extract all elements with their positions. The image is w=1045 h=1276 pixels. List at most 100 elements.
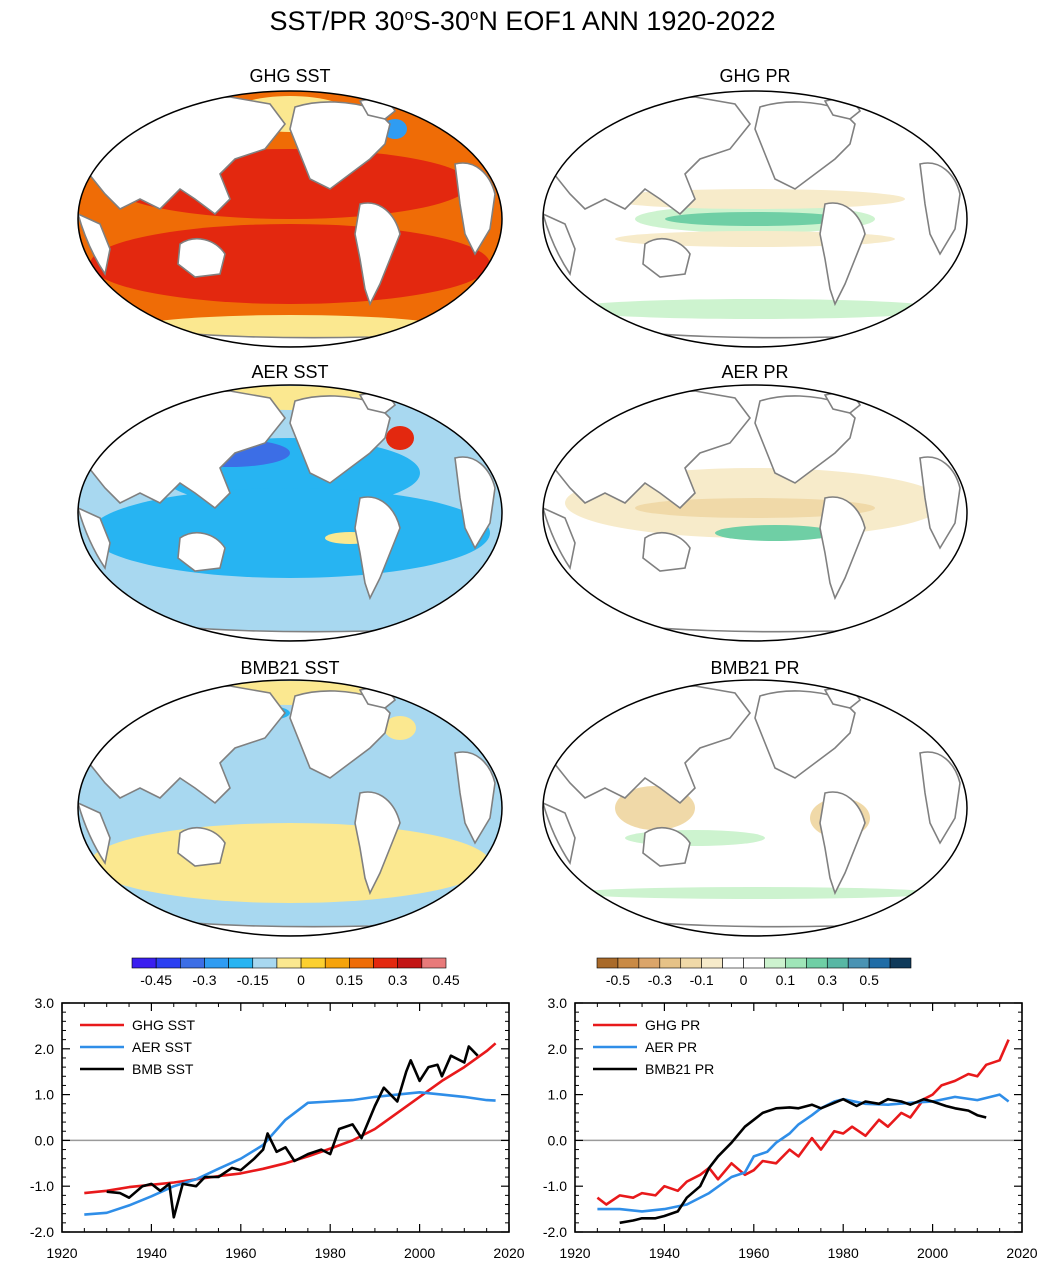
map-border (542, 90, 968, 348)
colorbar-label: 0.15 (336, 972, 363, 988)
x-tick-label: 1960 (225, 1245, 256, 1261)
colorbar-box (349, 957, 374, 969)
colorbar-label: -0.5 (606, 972, 630, 988)
colorbar-box (276, 957, 302, 969)
y-tick-label: -1.0 (543, 1178, 567, 1194)
plot-frame (574, 1002, 1023, 1233)
map-land (354, 791, 401, 896)
legend-label: BMB SST (132, 1061, 194, 1077)
colorbar-box (155, 957, 181, 969)
colorbar-label: -0.15 (237, 972, 269, 988)
colorbar-label: 0.45 (432, 972, 459, 988)
x-tick-label: 2020 (1006, 1245, 1037, 1261)
map-field (543, 680, 967, 936)
map-border (77, 679, 503, 937)
map-land (78, 801, 111, 866)
map-land (454, 456, 496, 550)
series-line-aer-pr (597, 1093, 1010, 1213)
map-land (354, 202, 401, 307)
series-line-aer-sst (84, 1091, 496, 1216)
map-field (543, 91, 967, 347)
colorbar-box (680, 957, 702, 969)
map-land (642, 532, 691, 572)
x-tick-label: 1940 (136, 1245, 167, 1261)
map-title-ghg-pr: GHG PR (719, 66, 791, 86)
colorbar-box (868, 957, 891, 969)
map-land (642, 827, 691, 867)
map-panel-sst-aer (77, 384, 503, 642)
map-title-bmb21-pr: BMB21 PR (710, 658, 800, 678)
map-land (642, 238, 691, 278)
timeseries-panel-2: 1920 1940 1960 1980 2000 2020 -2.0 -1.0 0.0 1.0 2.… (543, 995, 1038, 1261)
y-tick-label: 2.0 (35, 1041, 55, 1057)
colorbar-box (806, 957, 828, 969)
map-panel-pr-bmb (542, 679, 968, 937)
map-land (919, 456, 961, 550)
series-line-ghg-pr (596, 1039, 1010, 1206)
map-title-aer-pr: AER PR (721, 362, 789, 382)
x-tick-label: 2020 (493, 1245, 524, 1261)
timeseries-panel-1: 1920 1940 1960 1980 2000 2020 -2.0 -1.0 0.0 1.0 2.… (30, 995, 525, 1261)
colorbar-box (889, 957, 912, 969)
map-land (819, 791, 866, 896)
x-tick-label: 2000 (404, 1245, 435, 1261)
y-tick-label: 1.0 (35, 1087, 55, 1103)
map-border (542, 679, 968, 937)
pr-colorbar: -0.5 -0.3 -0.1 0 0.1 0.3 0.5 (596, 957, 912, 988)
map-panel-pr-ghg (542, 90, 968, 348)
y-tick-label: 2.0 (548, 1041, 568, 1057)
colorbar-label: 0.3 (388, 972, 408, 988)
colorbar-box (743, 957, 765, 969)
x-tick-label: 1980 (315, 1245, 346, 1261)
map-field (543, 385, 967, 641)
colorbar-box (373, 957, 398, 969)
map-panel-sst-bmb (77, 679, 503, 937)
legend-label: BMB21 PR (645, 1061, 714, 1077)
colorbar-box (638, 957, 661, 969)
map-field (78, 385, 502, 641)
colorbar-label: -0.3 (648, 972, 672, 988)
colorbar-box (847, 957, 870, 969)
map-anomaly-region (565, 299, 945, 319)
colorbar-label: -0.1 (690, 972, 714, 988)
colorbar-label: 0 (740, 972, 748, 988)
map-anomaly-region (90, 488, 490, 578)
map-title-bmb21-sst: BMB21 SST (240, 658, 340, 678)
colorbars-layer: -0.45 -0.3 -0.15 0 0.15 0.3 0.45 -0.5 -0.3 -0.1 0 0… (131, 957, 912, 988)
map-land (354, 496, 401, 601)
map-land (177, 532, 226, 572)
map-anomaly-region (386, 426, 414, 450)
map-land (543, 506, 576, 571)
x-tick-label: 2000 (917, 1245, 948, 1261)
y-tick-label: 3.0 (35, 995, 55, 1011)
sst-colorbar: -0.45 -0.3 -0.15 0 0.15 0.3 0.45 (131, 957, 460, 988)
y-tick-label: 0.0 (35, 1132, 55, 1148)
colorbar-box (131, 957, 157, 969)
map-land (177, 827, 226, 867)
colorbar-box (180, 957, 205, 969)
legend-label: AER PR (645, 1039, 697, 1055)
map-land (78, 212, 111, 277)
map-panel-sst-ghg (77, 90, 503, 348)
series-line-bmb-sst (106, 1045, 479, 1219)
colorbar-box (324, 957, 350, 969)
map-border (77, 90, 503, 348)
colorbar-box (421, 957, 447, 969)
map-anomaly-region (715, 525, 835, 541)
maps-layer (77, 90, 968, 937)
map-land (454, 751, 496, 845)
x-tick-label: 1920 (559, 1245, 590, 1261)
colorbar-box (397, 957, 423, 969)
x-tick-label: 1960 (738, 1245, 769, 1261)
map-border (542, 384, 968, 642)
timeseries-layer: 1920 1940 1960 1980 2000 2020 -2.0 -1.0 0.0 1.0 2.… (30, 995, 1038, 1261)
map-anomaly-region (90, 224, 490, 304)
y-tick-label: 0.0 (548, 1132, 568, 1148)
y-tick-label: 1.0 (548, 1087, 568, 1103)
x-tick-label: 1940 (649, 1245, 680, 1261)
map-anomaly-region (665, 212, 845, 226)
map-title-ghg-sst: GHG SST (249, 66, 331, 86)
map-land (819, 496, 866, 601)
colorbar-box (228, 957, 254, 969)
